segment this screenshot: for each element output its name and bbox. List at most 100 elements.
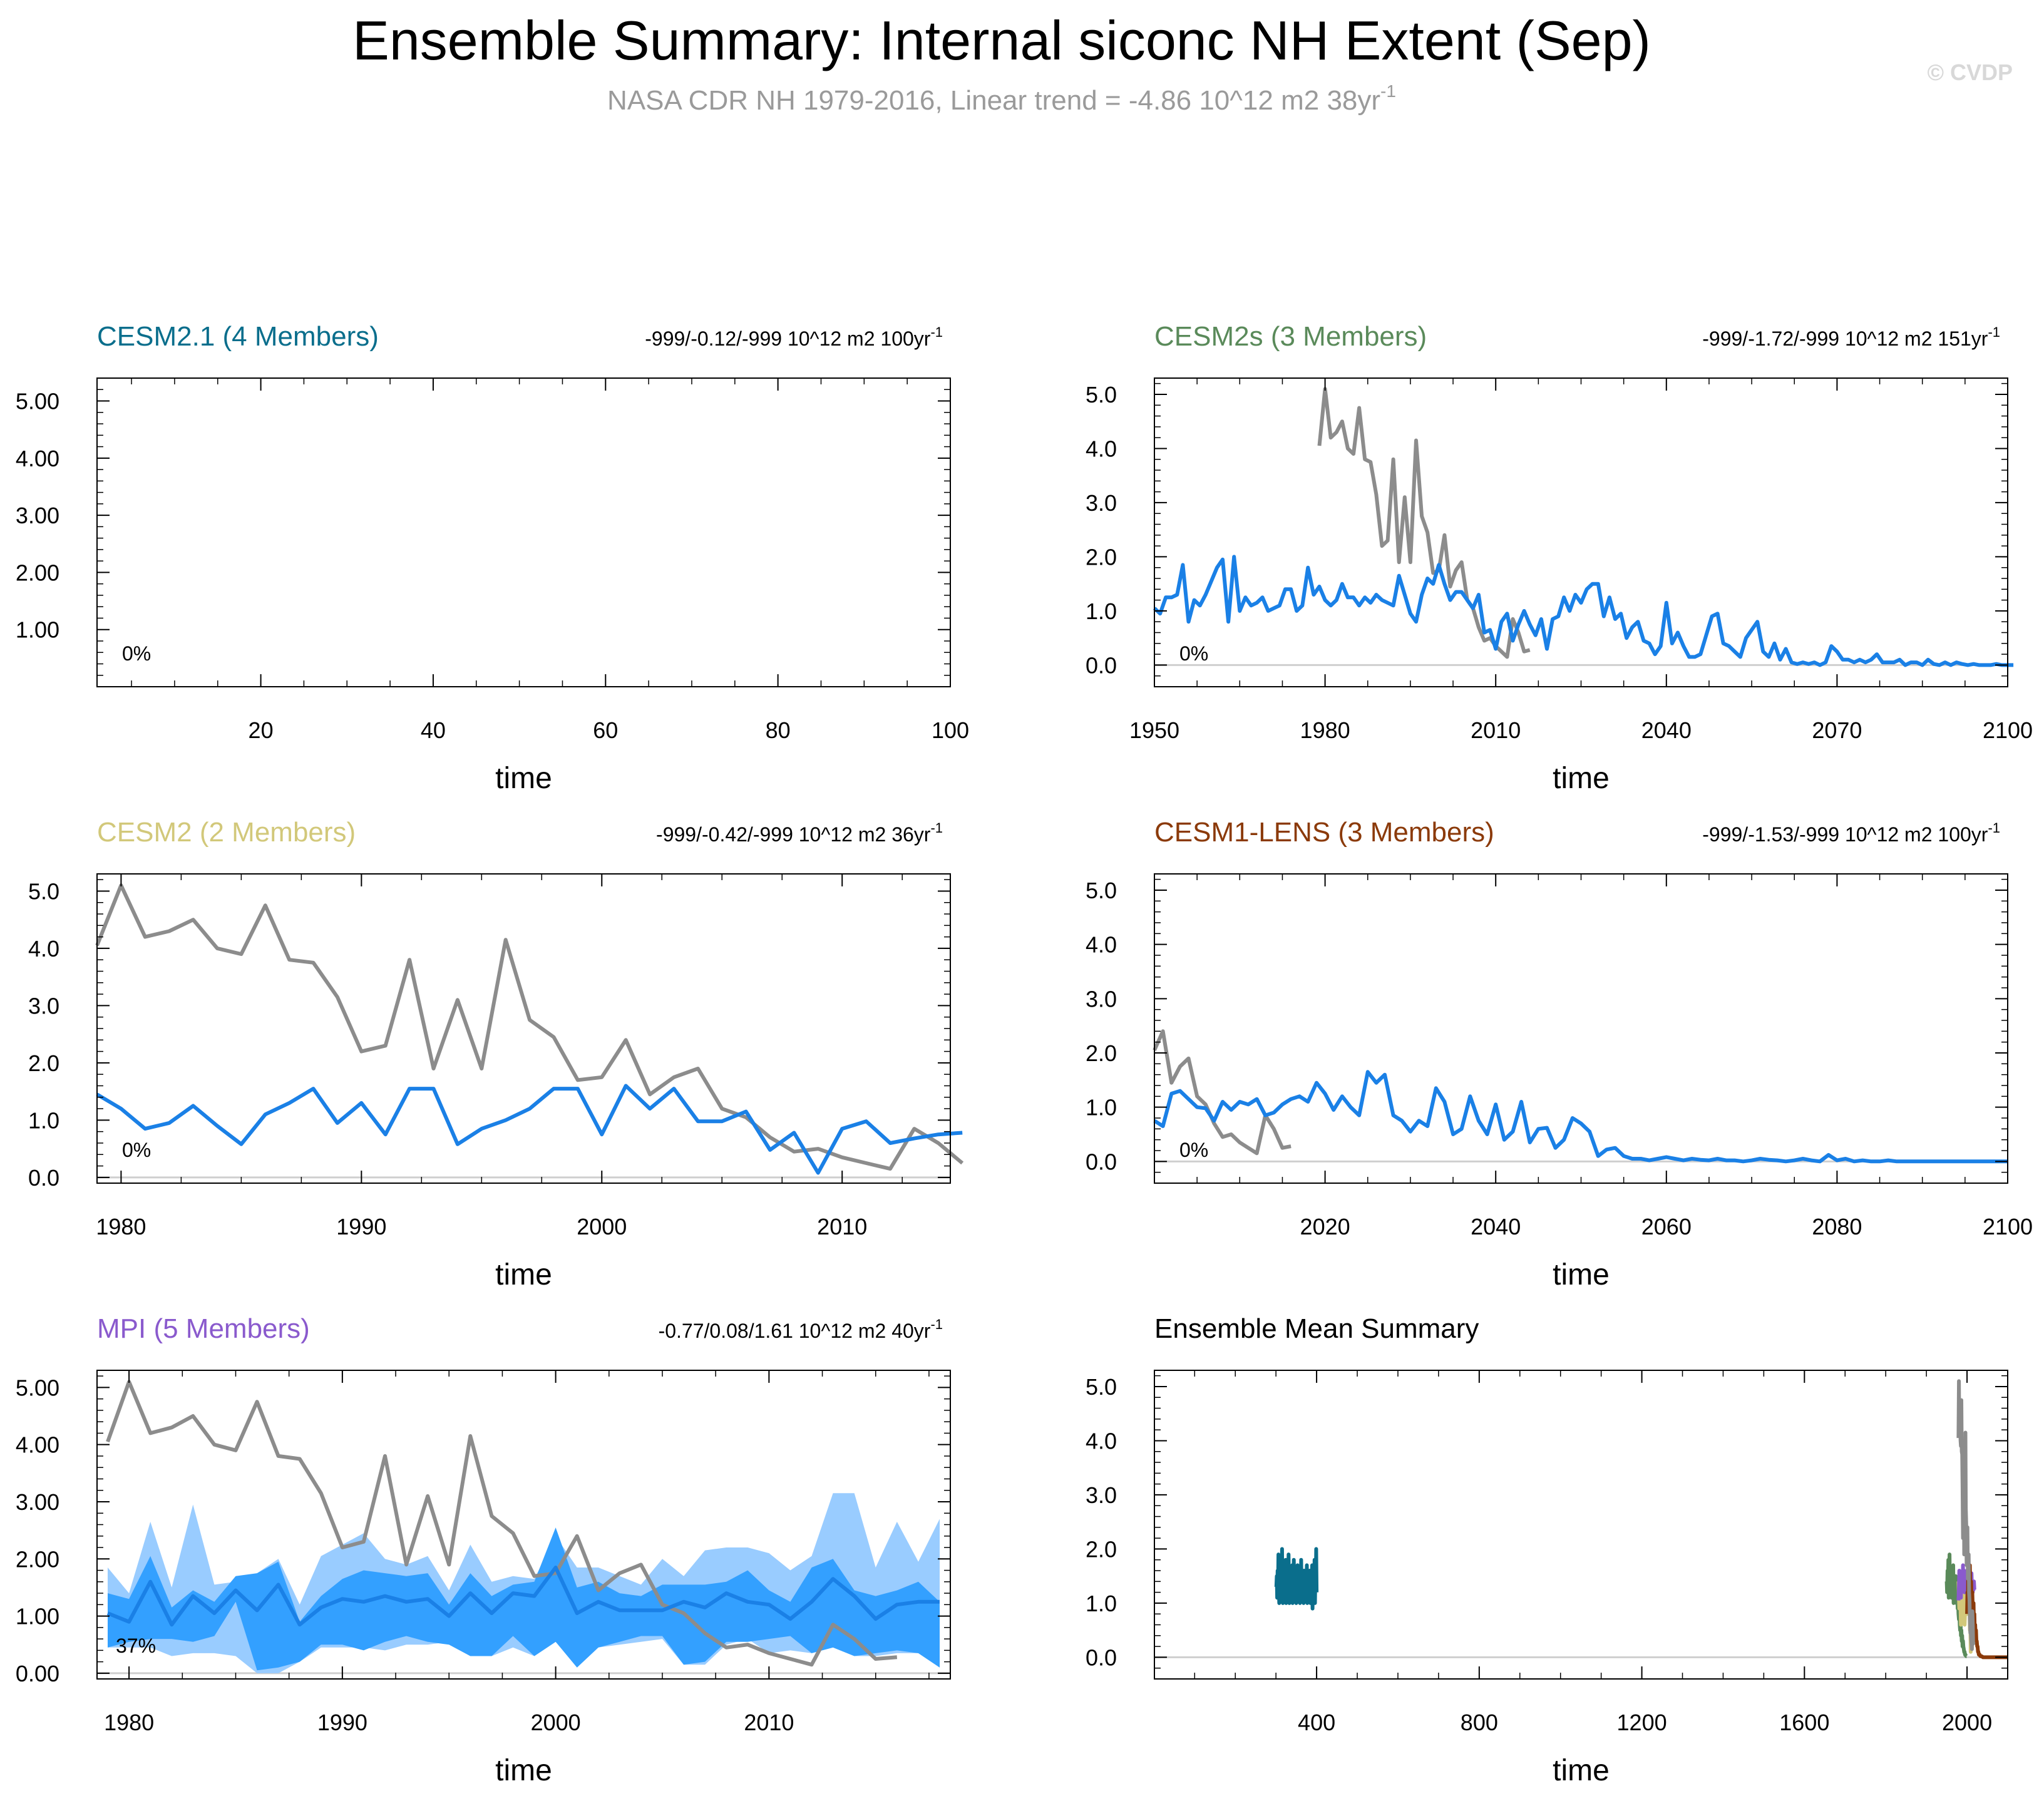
- y-tick-label: 5.0: [1086, 1374, 1117, 1400]
- y-tick-label: 0.0: [1086, 652, 1117, 678]
- x-axis-label: time: [1553, 1754, 1610, 1787]
- panel-title: CESM2s (3 Members): [1154, 321, 1427, 352]
- x-axis-label: time: [495, 762, 552, 795]
- x-tick-label: 2020: [1300, 1214, 1350, 1239]
- x-tick-label: 1200: [1617, 1710, 1667, 1735]
- panel-stats-sup: -1: [1988, 324, 2000, 340]
- y-tick-label: 2.00: [16, 1546, 59, 1572]
- x-tick-label: 1980: [1300, 717, 1350, 743]
- x-tick-label: 2010: [1471, 717, 1521, 743]
- x-axis-label: time: [1553, 1258, 1610, 1291]
- panel-stats-text: -999/-1.53/-999 10^12 m2 100yr: [1702, 823, 1988, 846]
- y-tick-label: 3.00: [16, 1489, 59, 1515]
- percent-label: 0%: [1179, 1139, 1208, 1161]
- panel-stats-text: -0.77/0.08/1.61 10^12 m2 40yr: [659, 1320, 931, 1342]
- y-tick-label: 0.00: [16, 1661, 59, 1686]
- panel-stats: -999/-1.53/-999 10^12 m2 100yr-1: [1702, 820, 2000, 846]
- plot-frame: [96, 377, 951, 687]
- x-tick-label: 2060: [1641, 1214, 1692, 1239]
- y-tick-label: 2.0: [28, 1050, 59, 1076]
- y-tick-label: 4.0: [1086, 436, 1117, 461]
- panel-stats-text: -999/-1.72/-999 10^12 m2 151yr: [1702, 327, 1988, 350]
- plot-frame: [96, 873, 951, 1184]
- series-line-mean: [1153, 555, 2014, 667]
- series-line-obs: [1153, 1029, 1292, 1156]
- panel-stats-sup: -1: [930, 324, 943, 340]
- series-line-obs: [1956, 1379, 1976, 1651]
- percent-label: 0%: [122, 642, 151, 665]
- x-tick-label: 1980: [104, 1710, 154, 1735]
- panel-stats-text: -999/-0.42/-999 10^12 m2 36yr: [656, 823, 931, 846]
- y-tick-label: 1.00: [16, 1604, 59, 1629]
- series-line-mean: [106, 1566, 940, 1627]
- figure-subtitle: NASA CDR NH 1979-2016, Linear trend = -4…: [607, 81, 1396, 116]
- y-tick-label: 3.0: [1086, 986, 1117, 1012]
- y-tick-label: 3.0: [1086, 490, 1117, 516]
- x-tick-label: 40: [421, 717, 446, 743]
- panel-stats-sup: -1: [930, 820, 943, 836]
- series-line-obs: [106, 1380, 898, 1667]
- y-tick-label: 2.0: [1086, 544, 1117, 570]
- x-axis-label: time: [1553, 762, 1610, 795]
- x-tick-label: 400: [1298, 1710, 1335, 1735]
- series-line-cesm2s: [1944, 1552, 1968, 1658]
- x-tick-label: 2000: [531, 1710, 581, 1735]
- chart-panel-5: MPI (5 Members) -0.77/0.08/1.61 10^12 m2 …: [16, 1313, 951, 1787]
- y-tick-label: 1.0: [28, 1107, 59, 1133]
- x-tick-label: 2000: [577, 1214, 627, 1239]
- panel-title: Ensemble Mean Summary: [1154, 1313, 1479, 1344]
- series-line-mean: [1153, 1070, 2008, 1164]
- series-line-cesm21: [1274, 1547, 1319, 1611]
- y-tick-label: 4.0: [28, 936, 59, 962]
- series-line-obs: [95, 883, 964, 1171]
- panel-stats: -0.77/0.08/1.61 10^12 m2 40yr-1: [659, 1316, 943, 1342]
- series-line-obs: [1317, 387, 1531, 659]
- panel-title: CESM2.1 (4 Members): [97, 321, 379, 352]
- panel-title: CESM1-LENS (3 Members): [1154, 817, 1494, 848]
- x-tick-label: 100: [932, 717, 969, 743]
- percent-label: 0%: [122, 1139, 151, 1161]
- y-tick-label: 0.0: [28, 1165, 59, 1191]
- x-tick-label: 60: [593, 717, 618, 743]
- panel-stats: -999/-1.72/-999 10^12 m2 151yr-1: [1702, 324, 2000, 350]
- y-tick-label: 4.00: [16, 446, 59, 471]
- y-tick-label: 3.0: [28, 993, 59, 1019]
- x-tick-label: 80: [766, 717, 791, 743]
- panels-group: CESM2.1 (4 Members) -999/-0.12/-999 10^12…: [16, 321, 2033, 1787]
- chart-panel-4: CESM1-LENS (3 Members) -999/-1.53/-999 10…: [1086, 817, 2033, 1291]
- y-tick-label: 4.0: [1086, 932, 1117, 958]
- chart-panel-6: Ensemble Mean Summary 0.0 1.0 2.0 3.0 4.0 5.0 4…: [1086, 1313, 2010, 1787]
- figure-title: Ensemble Summary: Internal siconc NH Ext…: [352, 9, 1651, 71]
- x-tick-label: 1980: [96, 1214, 146, 1239]
- x-tick-label: 2010: [817, 1214, 867, 1239]
- percent-label: 0%: [1179, 642, 1208, 665]
- x-tick-label: 1990: [317, 1710, 367, 1735]
- y-tick-label: 2.00: [16, 560, 59, 585]
- y-tick-label: 5.0: [28, 878, 59, 904]
- y-tick-label: 1.0: [1086, 1591, 1117, 1616]
- plot-frame: [1154, 1370, 2008, 1680]
- chart-panel-2: CESM2s (3 Members) -999/-1.72/-999 10^12 …: [1086, 321, 2033, 795]
- panel-stats-sup: -1: [1988, 820, 2000, 836]
- y-tick-label: 3.00: [16, 503, 59, 528]
- panel-stats: -999/-0.12/-999 10^12 m2 100yr-1: [645, 324, 943, 350]
- x-tick-label: 2070: [1812, 717, 1862, 743]
- y-tick-label: 0.0: [1086, 1645, 1117, 1670]
- x-tick-label: 800: [1461, 1710, 1498, 1735]
- panel-stats: -999/-0.42/-999 10^12 m2 36yr-1: [656, 820, 943, 846]
- series-band-inner: [108, 1527, 940, 1671]
- y-tick-label: 4.00: [16, 1432, 59, 1458]
- percent-label: 37%: [116, 1634, 156, 1657]
- panel-stats-text: -999/-0.12/-999 10^12 m2 100yr: [645, 327, 931, 350]
- x-axis-label: time: [495, 1258, 552, 1291]
- y-tick-label: 5.00: [16, 1375, 59, 1400]
- y-tick-label: 1.00: [16, 617, 59, 643]
- y-tick-label: 5.0: [1086, 878, 1117, 903]
- x-tick-label: 2080: [1812, 1214, 1862, 1239]
- x-tick-label: 2000: [1942, 1710, 1992, 1735]
- chart-panel-1: CESM2.1 (4 Members) -999/-0.12/-999 10^12…: [16, 321, 969, 795]
- x-tick-label: 2040: [1641, 717, 1692, 743]
- panel-title: CESM2 (2 Members): [97, 817, 356, 848]
- y-tick-label: 1.0: [1086, 1095, 1117, 1121]
